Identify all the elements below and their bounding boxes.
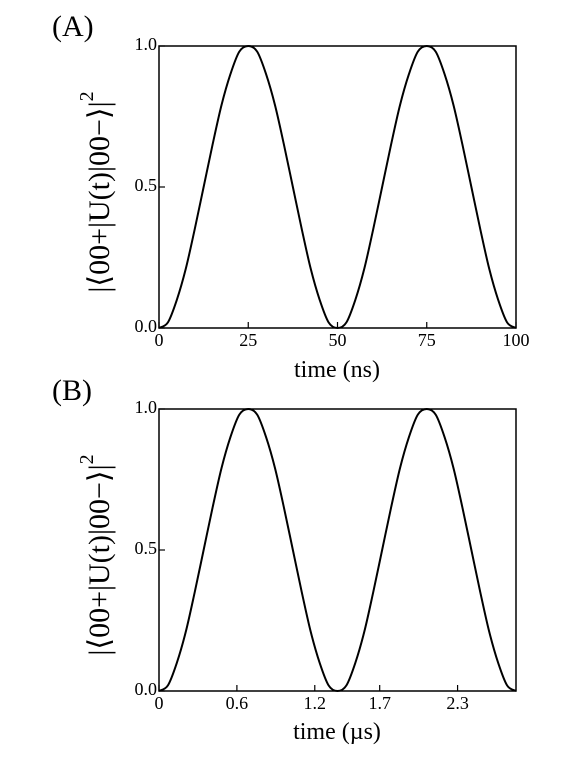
panel-a-x-tick-label: 50 [329,330,347,350]
panel-b-plot-frame [158,408,517,692]
panel-a-label: (A) [52,10,94,43]
panel-b-x-ticks: 0 0.6 1.2 1.7 2.3 [155,685,469,713]
panel-b-y-axis-label: |⟨00+|U(t)|00−⟩|2 [76,454,116,655]
panel-a-x-tick-label: 0 [155,330,164,350]
panel-b-x-tick-label: 0 [155,693,164,713]
panel-b-y-tick-label: 0.0 [135,679,158,699]
panel-b-x-axis-label: time (µs) [293,719,381,745]
panel-a-y-axis-label-superscript: 2 [76,91,98,101]
panel-b-y-axis-label-superscript: 2 [76,454,98,464]
panel-a: (A) |⟨00+|U(t)|00−⟩|2 0.0 0.5 1.0 0 25 50 75 1… [52,10,530,383]
panel-b-x-tick-label: 1.2 [304,693,327,713]
panel-b-x-tick-label: 0.6 [226,693,249,713]
panel-b-series-line [158,407,517,693]
panel-b-y-tick-label: 1.0 [135,397,158,417]
panel-a-y-axis-label-text: |⟨00+|U(t)|00−⟩| [83,101,116,292]
panel-a-x-tick-label: 100 [503,330,530,350]
panel-b: (B) |⟨00+|U(t)|00−⟩|2 0.0 0.5 1.0 0 0.6 1.2 1… [52,374,517,745]
panel-b-y-ticks: 0.0 0.5 1.0 [135,397,165,699]
panel-a-x-tick-label: 75 [418,330,436,350]
panel-a-y-tick-label: 0.5 [135,175,158,195]
panel-a-series-line [158,44,517,330]
panel-a-y-tick-label: 1.0 [135,34,158,54]
panel-a-plot-frame [158,45,517,329]
panel-b-y-tick-label: 0.5 [135,538,158,558]
panel-b-label: (B) [52,374,92,407]
panel-a-x-tick-label: 25 [239,330,257,350]
panel-a-y-ticks: 0.0 0.5 1.0 [135,34,165,336]
panel-a-y-axis-label: |⟨00+|U(t)|00−⟩|2 [76,91,116,292]
panel-a-x-ticks: 0 25 50 75 100 [155,322,530,350]
panel-b-x-tick-label: 1.7 [368,693,391,713]
panel-a-x-axis-label: time (ns) [294,357,380,383]
panel-b-y-axis-label-text: |⟨00+|U(t)|00−⟩| [83,464,116,655]
panel-a-y-tick-label: 0.0 [135,316,158,336]
panel-b-x-tick-label: 2.3 [446,693,469,713]
